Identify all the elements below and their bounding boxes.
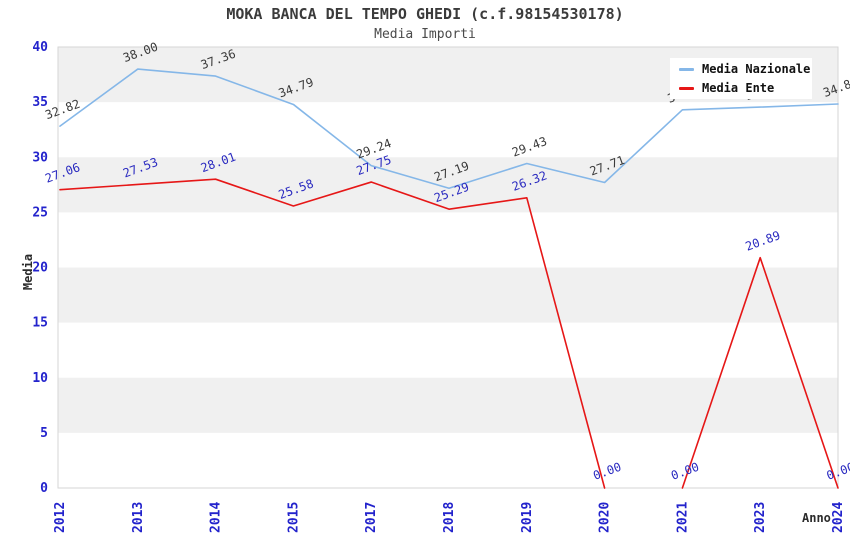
data-label-media-ente: 0.00 (825, 460, 850, 483)
data-label-media-nazionale: 29.43 (510, 134, 549, 160)
grid-band (58, 157, 838, 213)
y-tick-label: 35 (32, 95, 48, 110)
data-label-media-ente: 20.89 (743, 228, 782, 254)
x-tick-label: 2019 (520, 502, 535, 533)
x-tick-label: 2017 (364, 502, 379, 533)
y-tick-label: 10 (32, 371, 48, 386)
legend: Media Nazionale Media Ente (670, 58, 812, 99)
x-tick-label: 2020 (598, 502, 613, 533)
x-axis-title: Anno (802, 511, 831, 525)
y-tick-label: 40 (32, 40, 48, 55)
x-tick-label: 2013 (131, 502, 146, 533)
x-tick-label: 2023 (753, 502, 768, 533)
y-tick-label: 20 (32, 261, 48, 276)
x-tick-label: 2015 (286, 502, 301, 533)
data-label-media-ente: 0.00 (591, 460, 623, 483)
legend-label-media-nazionale: Media Nazionale (702, 62, 811, 76)
y-tick-label: 5 (40, 426, 48, 441)
y-tick-label: 25 (32, 205, 48, 220)
series-line-media-ente (681, 256, 839, 489)
line-swatch-red-icon (679, 86, 694, 90)
legend-label-media-ente: Media Ente (702, 81, 775, 95)
legend-item-media-nazionale: Media Nazionale (679, 62, 812, 76)
x-tick-label: 2012 (53, 502, 68, 533)
y-tick-label: 15 (32, 316, 48, 331)
x-tick-label: 2024 (831, 502, 846, 533)
grid-band (58, 377, 838, 433)
line-swatch-blue-icon (679, 67, 694, 71)
grid-band (58, 267, 838, 323)
x-tick-label: 2021 (675, 502, 690, 533)
x-tick-label: 2014 (209, 502, 224, 533)
x-tick-label: 2018 (442, 502, 457, 533)
y-tick-label: 0 (40, 481, 48, 496)
legend-item-media-ente: Media Ente (679, 81, 812, 95)
chart-subtitle: Media Importi (374, 27, 476, 42)
series-line-media-ente (59, 178, 606, 489)
chart-title: MOKA BANCA DEL TEMPO GHEDI (c.f.98154530… (226, 5, 624, 23)
series-line-media-nazionale (59, 68, 839, 190)
plot-border (57, 46, 839, 489)
y-tick-label: 30 (32, 150, 48, 165)
